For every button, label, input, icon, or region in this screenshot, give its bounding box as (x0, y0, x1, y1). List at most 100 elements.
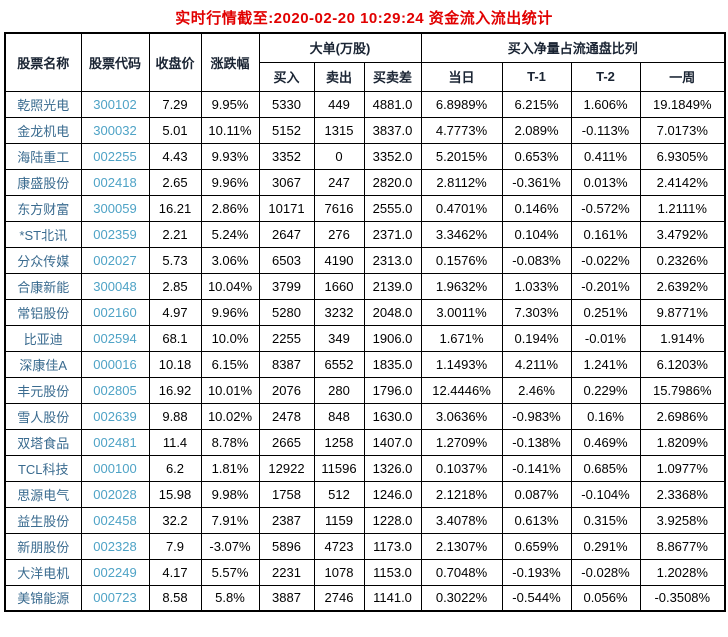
ratio-day-cell: 4.7773% (420, 116, 503, 144)
stock-name-cell: 思源电气 (4, 480, 82, 508)
stock-name-cell: 金龙机电 (4, 116, 82, 144)
change-percent-cell: 9.95% (200, 90, 260, 118)
ratio-day-cell: 3.3462% (420, 220, 503, 248)
ratio-day-cell: 1.671% (420, 324, 503, 352)
change-percent-cell: 6.15% (200, 350, 260, 378)
ratio-t1-cell: -0.544% (501, 584, 572, 612)
stock-name-cell: TCL科技 (4, 454, 82, 482)
ratio-week-cell: 1.2111% (639, 194, 726, 222)
close-price-cell: 16.21 (148, 194, 202, 222)
change-percent-cell: 10.11% (200, 116, 260, 144)
close-price-cell: 2.21 (148, 220, 202, 248)
ratio-t1-cell: 0.104% (501, 220, 572, 248)
stock-name-cell: 益生股份 (4, 506, 82, 534)
buy-volume-cell: 5280 (258, 298, 315, 326)
ratio-week-cell: 15.7986% (639, 376, 726, 404)
ratio-t1-cell: 2.46% (501, 376, 572, 404)
buy-volume-cell: 2255 (258, 324, 315, 352)
ratio-week-cell: 8.8677% (639, 532, 726, 560)
ratio-day-cell: 2.1218% (420, 480, 503, 508)
buy-volume-cell: 6503 (258, 246, 315, 274)
close-price-cell: 5.01 (148, 116, 202, 144)
ratio-t1-cell: 0.613% (501, 506, 572, 534)
ratio-t2-cell: -0.028% (570, 558, 641, 586)
stock-name-cell: 比亚迪 (4, 324, 82, 352)
change-percent-cell: 5.57% (200, 558, 260, 586)
ratio-week-cell: 1.8209% (639, 428, 726, 456)
stock-name-cell: 康盛股份 (4, 168, 82, 196)
close-price-cell: 2.85 (148, 272, 202, 300)
ratio-week-cell: 6.9305% (639, 142, 726, 170)
stock-code-cell: 000723 (80, 584, 150, 612)
stock-code-cell: 002805 (80, 376, 150, 404)
col-header-t1: T-1 (501, 61, 572, 92)
change-percent-cell: 10.01% (200, 376, 260, 404)
ratio-t1-cell: 0.653% (501, 142, 572, 170)
buy-volume-cell: 10171 (258, 194, 315, 222)
ratio-t2-cell: -0.01% (570, 324, 641, 352)
ratio-day-cell: 0.7048% (420, 558, 503, 586)
close-price-cell: 4.97 (148, 298, 202, 326)
stock-code-cell: 300059 (80, 194, 150, 222)
col-header-day: 当日 (420, 61, 503, 92)
buy-sell-diff-cell: 1630.0 (363, 402, 422, 430)
ratio-t1-cell: 4.211% (501, 350, 572, 378)
table-row: 合康新能 300048 2.85 10.04% 3799 1660 2139.0… (4, 272, 726, 300)
ratio-t1-cell: -0.138% (501, 428, 572, 456)
change-percent-cell: 9.96% (200, 298, 260, 326)
sell-volume-cell: 449 (313, 90, 365, 118)
ratio-day-cell: 0.4701% (420, 194, 503, 222)
sell-volume-cell: 4723 (313, 532, 365, 560)
sell-volume-cell: 7616 (313, 194, 365, 222)
buy-sell-diff-cell: 1796.0 (363, 376, 422, 404)
buy-volume-cell: 12922 (258, 454, 315, 482)
ratio-t1-cell: 0.194% (501, 324, 572, 352)
ratio-day-cell: 3.0636% (420, 402, 503, 430)
change-percent-cell: 10.0% (200, 324, 260, 352)
buy-sell-diff-cell: 1246.0 (363, 480, 422, 508)
sell-volume-cell: 1258 (313, 428, 365, 456)
stock-code-cell: 002160 (80, 298, 150, 326)
close-price-cell: 5.73 (148, 246, 202, 274)
buy-volume-cell: 2387 (258, 506, 315, 534)
ratio-week-cell: 2.3368% (639, 480, 726, 508)
stock-name-cell: 东方财富 (4, 194, 82, 222)
ratio-day-cell: 0.1037% (420, 454, 503, 482)
ratio-t1-cell: 0.146% (501, 194, 572, 222)
ratio-t2-cell: 0.056% (570, 584, 641, 612)
buy-sell-diff-cell: 1407.0 (363, 428, 422, 456)
ratio-day-cell: 0.1576% (420, 246, 503, 274)
close-price-cell: 2.65 (148, 168, 202, 196)
close-price-cell: 16.92 (148, 376, 202, 404)
table-row: 乾照光电 300102 7.29 9.95% 5330 449 4881.0 6… (4, 90, 726, 118)
col-header-close-price: 收盘价 (148, 32, 202, 92)
stock-code-cell: 002028 (80, 480, 150, 508)
stock-name-cell: 雪人股份 (4, 402, 82, 430)
ratio-t2-cell: 0.251% (570, 298, 641, 326)
table-row: TCL科技 000100 6.2 1.81% 12922 11596 1326.… (4, 454, 726, 482)
sell-volume-cell: 848 (313, 402, 365, 430)
ratio-week-cell: 6.1203% (639, 350, 726, 378)
stock-name-cell: 常铝股份 (4, 298, 82, 326)
sell-volume-cell: 512 (313, 480, 365, 508)
sell-volume-cell: 1159 (313, 506, 365, 534)
buy-volume-cell: 5330 (258, 90, 315, 118)
buy-sell-diff-cell: 2371.0 (363, 220, 422, 248)
close-price-cell: 15.98 (148, 480, 202, 508)
ratio-t2-cell: 0.291% (570, 532, 641, 560)
buy-sell-diff-cell: 1228.0 (363, 506, 422, 534)
close-price-cell: 7.9 (148, 532, 202, 560)
change-percent-cell: 2.86% (200, 194, 260, 222)
ratio-week-cell: 2.6986% (639, 402, 726, 430)
stock-code-cell: 002594 (80, 324, 150, 352)
ratio-t2-cell: 0.013% (570, 168, 641, 196)
buy-sell-diff-cell: 1173.0 (363, 532, 422, 560)
stock-name-cell: 丰元股份 (4, 376, 82, 404)
close-price-cell: 68.1 (148, 324, 202, 352)
ratio-day-cell: 5.2015% (420, 142, 503, 170)
ratio-week-cell: 7.0173% (639, 116, 726, 144)
ratio-t1-cell: 6.215% (501, 90, 572, 118)
stock-code-cell: 300048 (80, 272, 150, 300)
buy-sell-diff-cell: 1835.0 (363, 350, 422, 378)
stock-code-cell: 002418 (80, 168, 150, 196)
